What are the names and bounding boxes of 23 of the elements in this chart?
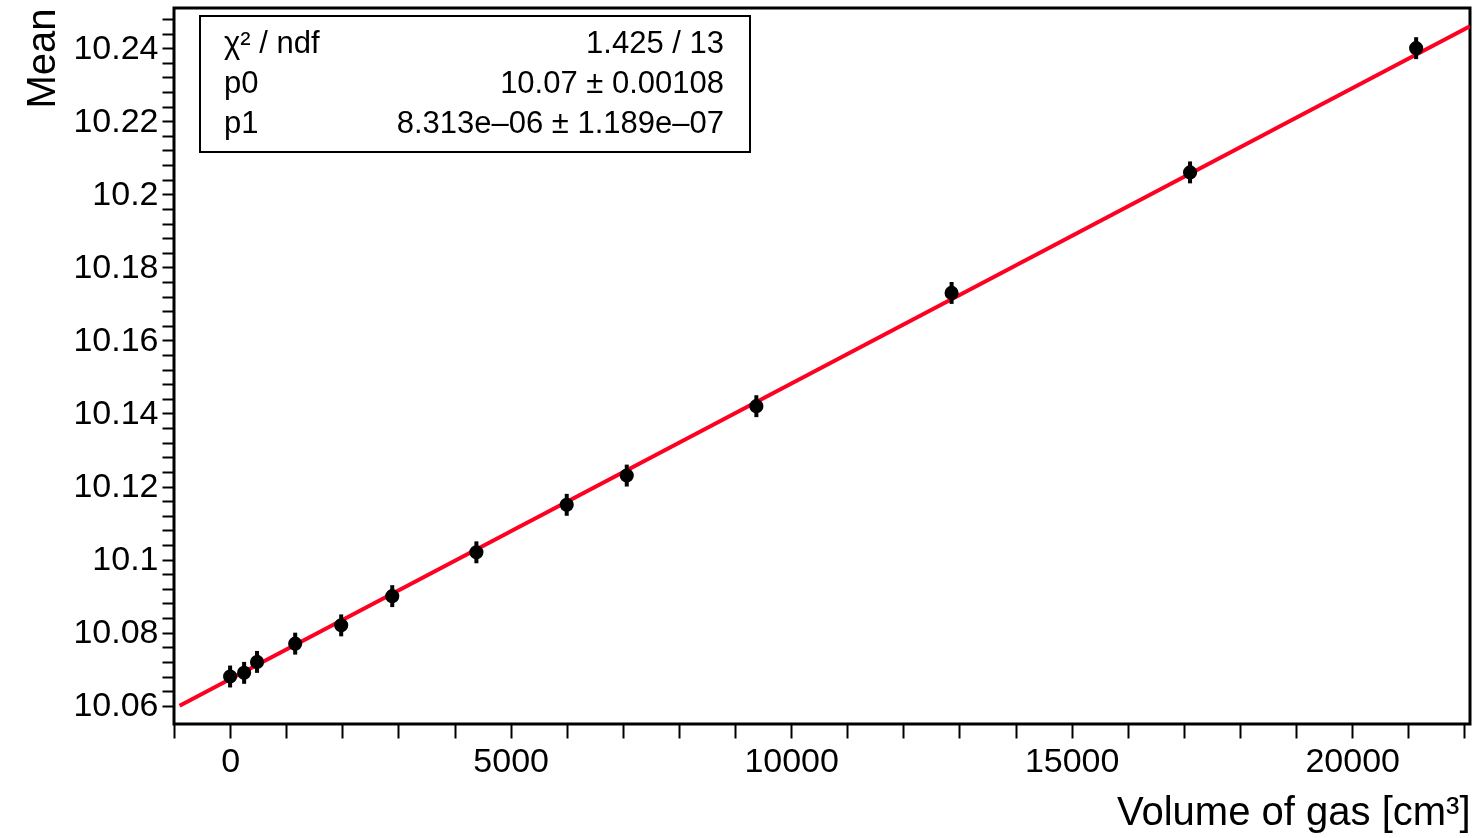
x-tick-label: 0 xyxy=(221,740,241,779)
x-tick-label: 20000 xyxy=(1305,740,1400,779)
y-tick-label: 10.12 xyxy=(73,466,159,505)
annotation: 10.07 ± 0.00108 xyxy=(500,65,724,100)
x-tick-label: 5000 xyxy=(473,740,549,779)
y-tick-label: 10.22 xyxy=(73,100,159,139)
x-tick-label: 15000 xyxy=(1024,740,1120,779)
annotation: 8.313e–06 ± 1.189e–07 xyxy=(396,105,724,140)
y-tick-label: 10.18 xyxy=(73,246,159,285)
y-axis-title: Mean xyxy=(19,8,64,109)
y-tick-label: 10.06 xyxy=(73,685,159,724)
y-tick-label: 10.1 xyxy=(92,539,159,578)
x-axis-title: Volume of gas [cm³] xyxy=(1117,788,1471,833)
x-tick-label: 10000 xyxy=(744,740,839,779)
y-tick-label: 10.16 xyxy=(73,319,159,358)
annotation: p0 xyxy=(224,65,259,100)
annotation: χ² / ndf xyxy=(224,25,320,60)
annotation: p1 xyxy=(224,105,259,140)
y-tick-label: 10.24 xyxy=(73,27,159,66)
y-tick-label: 10.14 xyxy=(73,392,159,431)
y-tick-label: 10.2 xyxy=(92,173,159,212)
y-tick-label: 10.08 xyxy=(73,612,159,651)
annotation: 1.425 / 13 xyxy=(586,25,724,60)
